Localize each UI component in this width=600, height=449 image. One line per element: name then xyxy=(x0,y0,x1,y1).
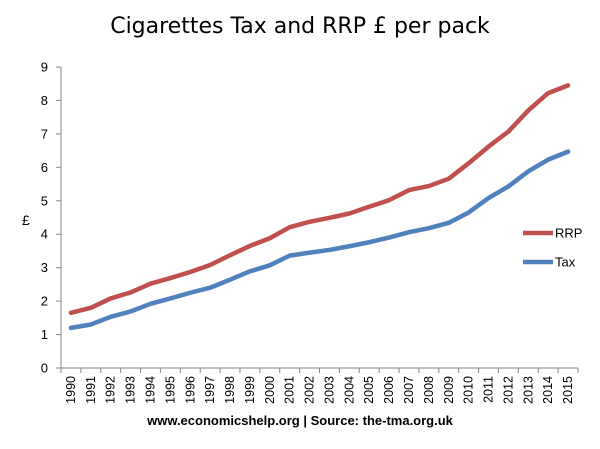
y-tick-label: 0 xyxy=(41,361,48,376)
y-tick-label: 4 xyxy=(41,227,48,242)
y-tick-label: 7 xyxy=(41,126,48,141)
x-tick-label: 1995 xyxy=(163,376,177,404)
x-tick-label: 1992 xyxy=(104,376,118,404)
x-tick-label: 2015 xyxy=(561,376,575,404)
x-tick-label: 1991 xyxy=(84,376,98,404)
x-tick-label: 2013 xyxy=(521,376,535,404)
x-tick-label: 2010 xyxy=(462,376,476,404)
x-tick-label: 2014 xyxy=(541,376,555,404)
legend-label-tax: Tax xyxy=(555,255,576,270)
x-tick-label: 2008 xyxy=(422,376,436,404)
x-tick-label: 2009 xyxy=(442,376,456,404)
x-tick-label: 1993 xyxy=(124,376,138,404)
x-tick-label: 2003 xyxy=(322,376,336,404)
y-tick-label: 8 xyxy=(41,93,48,108)
y-tick-label: 2 xyxy=(41,294,48,309)
x-tick-label: 1996 xyxy=(183,376,197,404)
series-line-tax xyxy=(68,149,571,331)
x-tick-label: 2004 xyxy=(342,376,356,404)
series-line-rrp xyxy=(68,83,571,316)
x-tick-label: 1990 xyxy=(64,376,78,404)
x-tick-label: 1997 xyxy=(203,376,217,404)
x-tick-label: 2005 xyxy=(362,376,376,404)
x-tick-label: 2001 xyxy=(283,376,297,404)
y-tick-label: 5 xyxy=(41,193,48,208)
x-tick-label: 2011 xyxy=(482,376,496,403)
x-tick-label: 2000 xyxy=(263,376,277,404)
legend-label-rrp: RRP xyxy=(555,226,582,241)
x-tick-label: 2006 xyxy=(382,376,396,404)
y-axis-label: £ xyxy=(22,212,30,228)
y-tick-label: 9 xyxy=(41,60,48,75)
x-tick-label: 2002 xyxy=(303,376,317,404)
source-footer: www.economicshelp.org | Source: the-tma.… xyxy=(147,413,453,428)
x-tick-label: 1999 xyxy=(243,376,257,404)
x-tick-label: 1998 xyxy=(223,376,237,404)
x-tick-label: 2007 xyxy=(402,376,416,404)
x-tick-label: 1994 xyxy=(143,376,157,404)
x-tick-label: 2012 xyxy=(501,376,515,404)
y-tick-label: 6 xyxy=(41,160,48,175)
y-tick-label: 1 xyxy=(41,327,48,342)
y-tick-label: 3 xyxy=(41,260,48,275)
chart-title: Cigarettes Tax and RRP £ per pack xyxy=(110,14,490,39)
